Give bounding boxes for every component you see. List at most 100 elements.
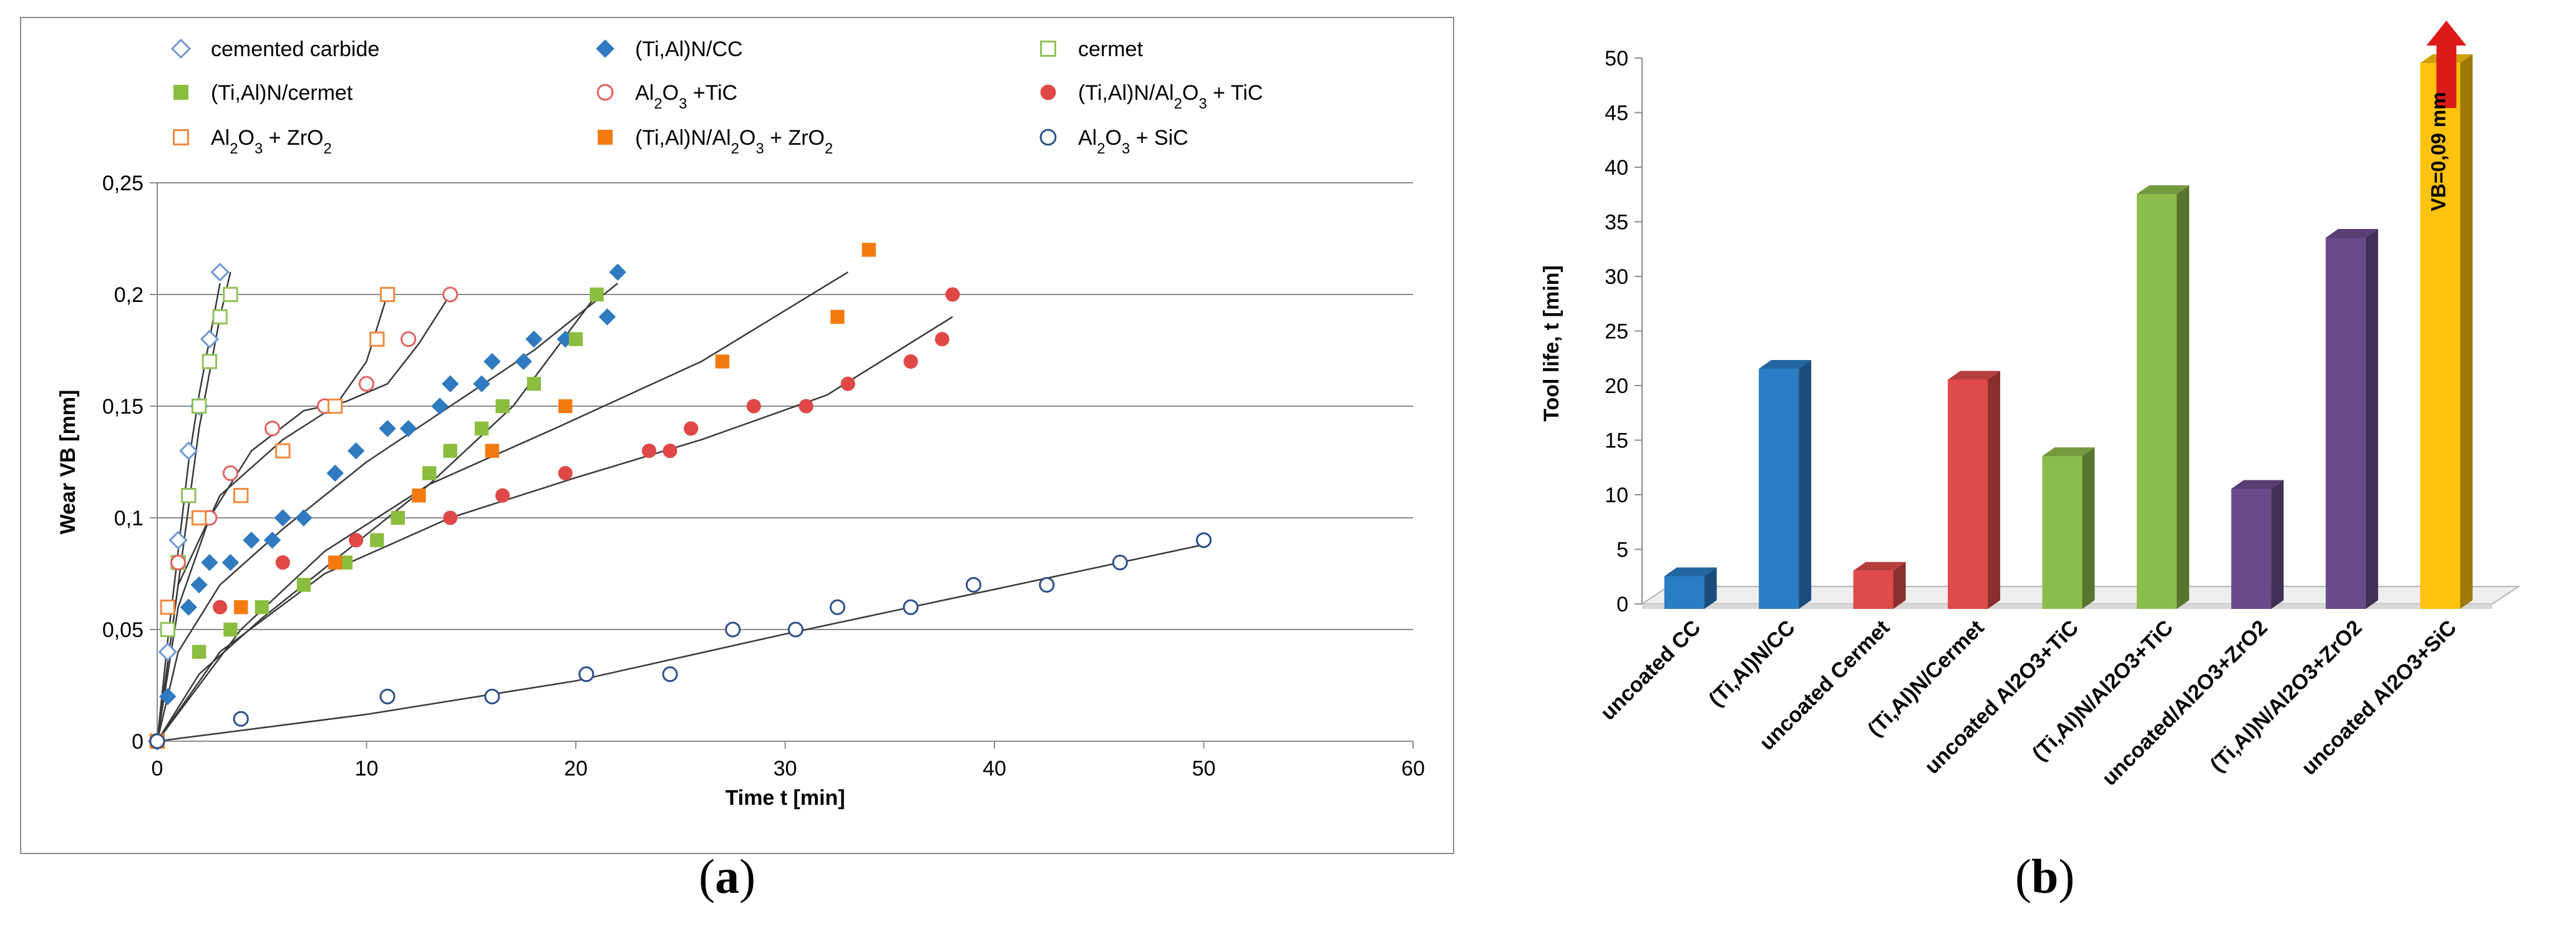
bar-top: [2136, 185, 2189, 194]
data-point: [590, 287, 604, 302]
data-point: [326, 464, 344, 482]
y-tick-label: 45: [1605, 102, 1628, 125]
trend-line: [157, 543, 1204, 742]
bar-side: [1799, 360, 1812, 609]
bar: [2231, 489, 2272, 609]
legend-marker: [596, 84, 614, 101]
x-tick-label: 30: [774, 757, 797, 781]
data-point: [431, 397, 449, 415]
data-point: [903, 599, 919, 615]
y-tick-label: 30: [1605, 265, 1628, 289]
data-point: [391, 510, 405, 525]
data-point: [746, 399, 761, 414]
data-point: [578, 666, 595, 683]
data-point: [210, 263, 230, 282]
data-point: [296, 578, 311, 592]
data-point: [1112, 555, 1128, 571]
data-point: [609, 263, 626, 281]
legend-marker: [1039, 129, 1057, 146]
data-point: [234, 600, 248, 615]
data-point: [379, 286, 396, 303]
legend-label: (Ti,Al)N/cermet: [211, 81, 353, 105]
data-point: [223, 286, 238, 303]
data-point: [830, 309, 845, 324]
data-point: [787, 621, 804, 638]
bar-side: [2082, 447, 2095, 609]
legend-label: Al2O3 + ZrO2: [211, 126, 332, 157]
data-point: [715, 354, 730, 369]
data-point: [379, 688, 396, 704]
trend-line: [156, 294, 451, 742]
data-point: [213, 600, 228, 615]
trend-line: [156, 271, 848, 742]
legend-marker: [173, 85, 188, 100]
data-point: [191, 510, 207, 526]
y-tick-label: 50: [1605, 47, 1628, 71]
x-axis-title: Time t [min]: [725, 786, 845, 810]
bar: [1759, 369, 1799, 609]
data-point: [295, 509, 313, 527]
y-tick-label: 0: [1616, 593, 1628, 616]
chart-a-svg: 0 0,05 0,1 0,15 0,2 0,25 0 10 20 30 40 50 60 Time t […: [20, 17, 1454, 854]
data-point: [192, 644, 207, 659]
data-point: [233, 488, 249, 503]
data-point: [379, 420, 396, 437]
data-point: [568, 332, 583, 346]
bar-side: [2460, 54, 2473, 609]
data-point: [160, 600, 175, 615]
data-point: [202, 354, 218, 369]
bar-top: [1664, 567, 1717, 576]
data-point: [233, 711, 249, 727]
bar-side: [1988, 371, 2001, 609]
data-point: [223, 622, 238, 637]
trend-line: [156, 294, 389, 742]
data-point: [212, 309, 228, 324]
bar-side: [2365, 229, 2378, 609]
bar-top: [1853, 562, 1906, 571]
data-point: [484, 688, 500, 704]
data-point: [495, 399, 510, 414]
data-point: [840, 376, 855, 391]
legend-label: (Ti,Al)N/Al2O3 + TiC: [1078, 81, 1263, 112]
data-point: [328, 398, 343, 414]
panel-label-a: (a): [699, 849, 756, 903]
data-point: [527, 377, 542, 391]
bar-side: [2271, 480, 2284, 609]
data-point: [641, 444, 656, 459]
x-tick-label: 40: [983, 757, 1006, 781]
legend-label: Al2O3 + SiC: [1078, 126, 1188, 157]
data-point: [412, 489, 426, 503]
data-point: [181, 488, 197, 503]
y-tick-label: 0: [132, 730, 143, 754]
legend-marker: [1040, 41, 1056, 57]
y-axis-title: Tool life, t [min]: [1540, 265, 1563, 422]
bar: [2420, 63, 2461, 609]
data-point: [442, 286, 459, 303]
bar: [2136, 194, 2177, 609]
data-point: [829, 599, 845, 615]
legend-label: cemented carbide: [211, 37, 379, 61]
data-point: [903, 354, 918, 369]
data-point: [441, 375, 459, 392]
chart-b-svg: 0 5 10 15 20 25 30 35 40 45 50 Tool life, t [min] un…: [1540, 21, 2521, 790]
chart-a: 0 0,05 0,1 0,15 0,2 0,25 0 10 20 30 40 50 60 Time t […: [20, 17, 1454, 903]
data-point: [180, 598, 198, 616]
data-point: [558, 399, 573, 414]
data-point: [495, 488, 510, 503]
data-point: [485, 444, 499, 458]
legend-label: (Ti,Al)N/CC: [635, 37, 743, 61]
data-point: [158, 642, 177, 661]
data-point: [945, 287, 960, 302]
legend-label: Al2O3 +TiC: [635, 81, 737, 112]
data-point: [190, 576, 208, 594]
bar: [1948, 379, 1988, 609]
bar: [2042, 456, 2083, 609]
data-point: [149, 733, 165, 749]
x-tick-label: 0: [152, 757, 163, 781]
chart-b: 0 5 10 15 20 25 30 35 40 45 50 Tool life, t [min] un…: [1460, 0, 2576, 926]
bar-top: [2325, 229, 2378, 238]
data-point: [201, 553, 218, 572]
data-point: [965, 576, 981, 593]
y-axis-title: Wear VB [mm]: [56, 390, 80, 535]
y-tick-label: 15: [1605, 429, 1628, 453]
